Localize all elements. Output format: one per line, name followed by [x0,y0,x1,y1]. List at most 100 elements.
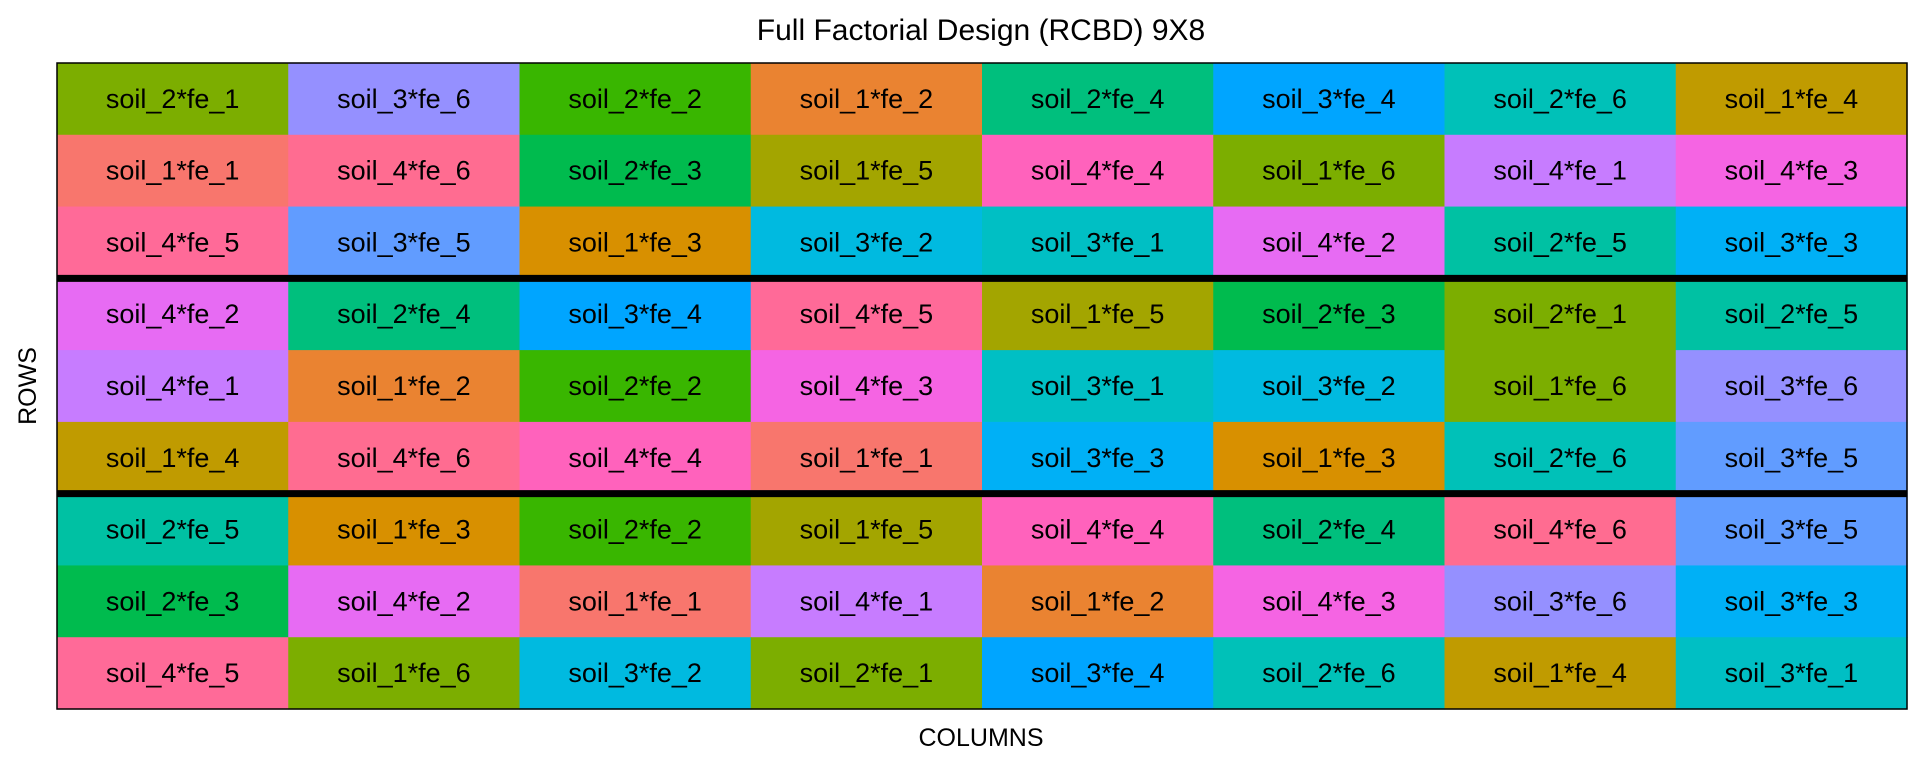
plot-cell [1213,421,1446,495]
plot-cell [519,134,752,208]
cell-label: soil_3*fe_2 [1262,371,1396,401]
plot-cell [288,637,521,710]
cell-label: soil_4*fe_3 [1262,586,1396,616]
plot-cell [1444,63,1677,136]
cell-label: soil_4*fe_4 [1031,156,1165,186]
plot-cell [288,278,521,351]
plot-cell [519,278,752,351]
cell-label: soil_3*fe_5 [1725,515,1859,545]
cell-label: soil_2*fe_4 [1262,515,1396,545]
cell-label: soil_1*fe_2 [337,371,471,401]
plot-cell [1675,350,1908,423]
cell-label: soil_3*fe_1 [1031,371,1165,401]
plot-cell [750,278,983,351]
plot-cell [750,421,983,495]
cell-label: soil_1*fe_3 [337,515,471,545]
plot-cell [1213,63,1446,136]
plot-cell [519,63,752,136]
plot-cell [1213,565,1446,638]
cell-label: soil_4*fe_6 [1493,515,1627,545]
plot-cell [1444,421,1677,495]
plot-cell [750,350,983,423]
cell-label: soil_3*fe_3 [1725,586,1859,616]
cell-label: soil_2*fe_2 [568,84,702,114]
plot-cell [982,493,1214,567]
plot-cell [288,350,521,423]
plot-cell [1675,278,1908,351]
plot-cell [57,493,289,567]
cell-label: soil_2*fe_2 [568,371,702,401]
x-axis-label: COLUMNS [918,724,1043,752]
cell-label: soil_3*fe_4 [1031,658,1165,688]
cell-label: soil_2*fe_3 [106,586,240,616]
plot-cell [1675,421,1908,495]
cell-label: soil_1*fe_6 [337,658,471,688]
block-boundaries [57,274,1907,498]
plot-cell [1213,350,1446,423]
cell-label: soil_3*fe_3 [1725,227,1859,257]
plot-cell [750,637,983,710]
cell-label: soil_1*fe_1 [106,156,240,186]
plot-cell [57,350,289,423]
plot-cell [1444,134,1677,208]
plot-cells: soil_2*fe_1 soil_3*fe_6 soil_2*fe_2 soil_1*… [57,63,1908,710]
cell-label: soil_4*fe_2 [337,586,471,616]
plot-cell [982,206,1214,279]
plot-cell [57,134,289,208]
plot-cell [288,565,521,638]
plot-cell [57,565,289,638]
cell-label: soil_4*fe_3 [800,371,934,401]
cell-label: soil_1*fe_5 [800,515,934,545]
plot-cell [1213,493,1446,567]
plot-cell [519,421,752,495]
plot-cell [982,350,1214,423]
cell-label: soil_3*fe_4 [568,299,702,329]
cell-label: soil_1*fe_6 [1493,371,1627,401]
plot-cell [1675,493,1908,567]
plot-cell [1444,493,1677,567]
cell-label: soil_3*fe_5 [1725,443,1859,473]
cell-label: soil_3*fe_2 [568,658,702,688]
plot-cell [750,134,983,208]
cell-label: soil_1*fe_1 [568,586,702,616]
cell-label: soil_1*fe_2 [1031,586,1165,616]
plot-cell [1444,206,1677,279]
plot-cell [519,350,752,423]
plot-cell [57,278,289,351]
plot-cell [1213,278,1446,351]
cell-label: soil_1*fe_3 [1262,443,1396,473]
plot-cell [519,637,752,710]
cell-label: soil_4*fe_2 [106,299,240,329]
cell-label: soil_1*fe_2 [800,84,934,114]
cell-label: soil_3*fe_1 [1725,658,1859,688]
cell-label: soil_4*fe_1 [800,586,934,616]
cell-label: soil_3*fe_6 [1725,371,1859,401]
plot-cell [982,565,1214,638]
cell-label: soil_4*fe_1 [106,371,240,401]
cell-label: soil_2*fe_4 [1031,84,1165,114]
cell-label: soil_2*fe_6 [1493,443,1627,473]
cell-label: soil_2*fe_3 [1262,299,1396,329]
plot-cell [1213,206,1446,279]
plot-cell [982,278,1214,351]
cell-label: soil_2*fe_1 [800,658,934,688]
plot-cell [1444,565,1677,638]
cell-label: soil_2*fe_5 [1725,299,1859,329]
cell-label: soil_2*fe_5 [106,515,240,545]
plot-frame [56,62,1908,710]
cell-label: soil_4*fe_1 [1493,156,1627,186]
plot-cell [57,206,289,279]
cell-label: soil_2*fe_2 [568,515,702,545]
cell-label: soil_4*fe_5 [106,227,240,257]
plot-cell [750,565,983,638]
cell-label: soil_1*fe_4 [106,443,240,473]
cell-label: soil_3*fe_6 [1493,586,1627,616]
cell-label: soil_1*fe_5 [800,156,934,186]
cell-label: soil_3*fe_1 [1031,227,1165,257]
cell-label: soil_4*fe_5 [106,658,240,688]
plot-cell [1675,206,1908,279]
cell-label: soil_3*fe_3 [1031,443,1165,473]
cell-label: soil_3*fe_4 [1262,84,1396,114]
plot-cell [1444,637,1677,710]
plot-cell [519,206,752,279]
